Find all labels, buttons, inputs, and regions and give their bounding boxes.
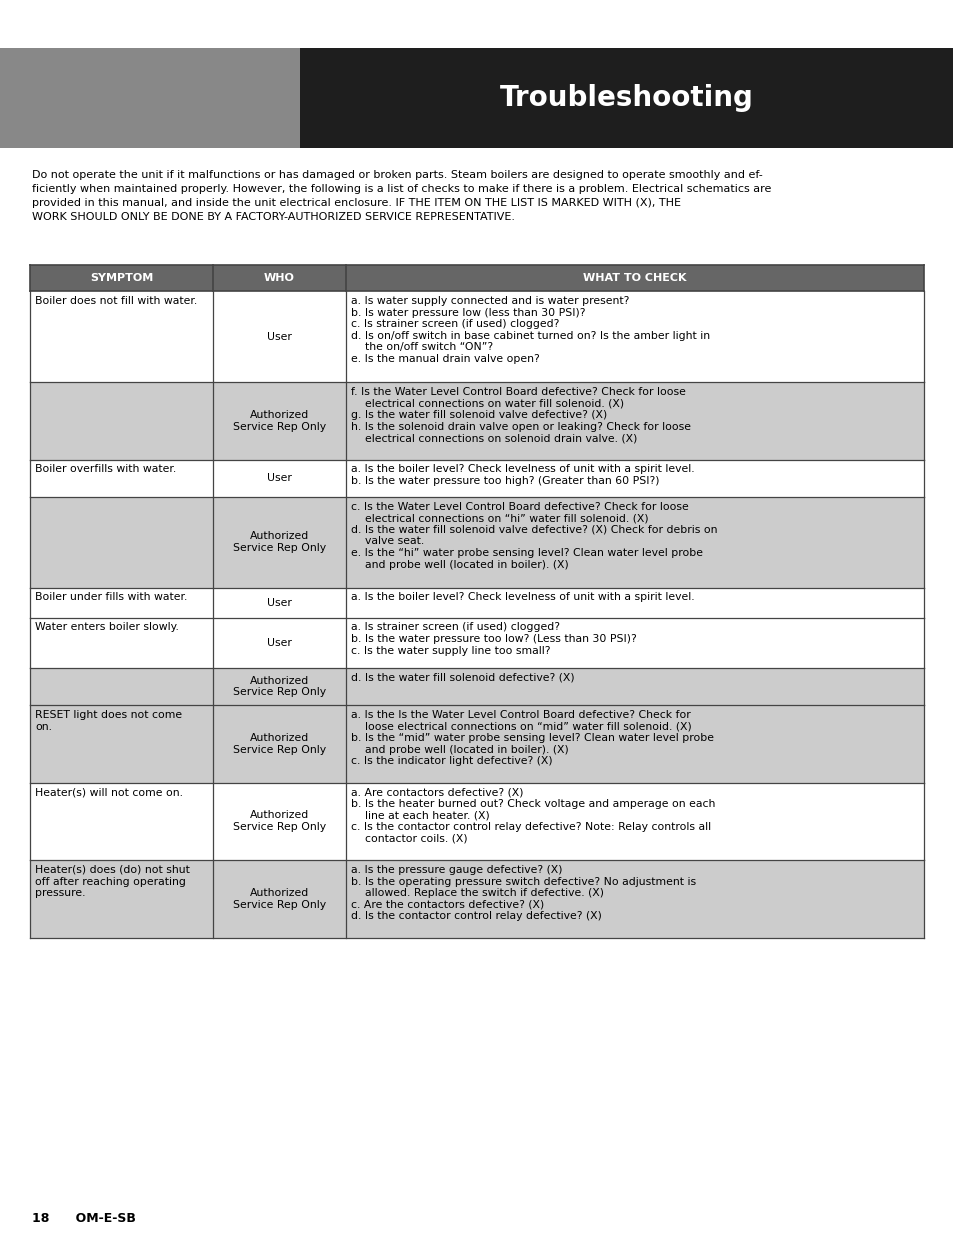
Text: Heater(s) will not come on.: Heater(s) will not come on. [35,788,183,798]
Text: User: User [267,473,292,483]
Bar [213,266,345,291]
Text: Troubleshooting: Troubleshooting [499,84,753,112]
Text: a. Is strainer screen (if used) clogged?
b. Is the water pressure too low? (Less: a. Is strainer screen (if used) clogged?… [350,622,636,656]
Bar [0,48,299,148]
Bar [30,459,923,496]
Text: Authorized
Service Rep Only: Authorized Service Rep Only [233,410,326,431]
Bar [30,382,923,459]
Bar [30,668,923,705]
Text: WHAT TO CHECK: WHAT TO CHECK [582,273,686,283]
Bar [299,48,953,148]
Text: Do not operate the unit if it malfunctions or has damaged or broken parts. Steam: Do not operate the unit if it malfunctio… [32,170,762,180]
Text: f. Is the Water Level Control Board defective? Check for loose
    electrical co: f. Is the Water Level Control Board defe… [350,387,690,443]
Bar [30,618,923,668]
Bar [30,588,923,618]
Bar [30,496,923,588]
Bar [345,266,923,291]
Text: User: User [267,598,292,608]
Text: Authorized
Service Rep Only: Authorized Service Rep Only [233,732,326,755]
Text: WORK SHOULD ONLY BE DONE BY A FACTORY-AUTHORIZED SERVICE REPRESENTATIVE.: WORK SHOULD ONLY BE DONE BY A FACTORY-AU… [32,212,515,222]
Text: SYMPTOM: SYMPTOM [90,273,153,283]
Text: User: User [267,637,292,647]
Bar [30,860,923,937]
Text: d. Is the water fill solenoid defective? (X): d. Is the water fill solenoid defective?… [350,673,574,683]
Text: RESET light does not come
on.: RESET light does not come on. [35,710,182,731]
Text: a. Is the boiler level? Check levelness of unit with a spirit level.: a. Is the boiler level? Check levelness … [350,593,694,603]
Text: Authorized
Service Rep Only: Authorized Service Rep Only [233,810,326,832]
Text: a. Is the boiler level? Check levelness of unit with a spirit level.
b. Is the w: a. Is the boiler level? Check levelness … [350,464,694,487]
Text: Authorized
Service Rep Only: Authorized Service Rep Only [233,531,326,553]
Text: c. Is the Water Level Control Board defective? Check for loose
    electrical co: c. Is the Water Level Control Board defe… [350,501,717,569]
Text: Boiler under fills with water.: Boiler under fills with water. [35,593,187,603]
Text: Boiler does not fill with water.: Boiler does not fill with water. [35,296,197,306]
Text: a. Is water supply connected and is water present?
b. Is water pressure low (les: a. Is water supply connected and is wate… [350,296,709,364]
Bar [30,266,213,291]
Text: Water enters boiler slowly.: Water enters boiler slowly. [35,622,179,632]
Bar [30,783,923,860]
Text: Authorized
Service Rep Only: Authorized Service Rep Only [233,888,326,909]
Text: ficiently when maintained properly. However, the following is a list of checks t: ficiently when maintained properly. Howe… [32,184,771,194]
Text: provided in this manual, and inside the unit electrical enclosure. IF THE ITEM O: provided in this manual, and inside the … [32,198,680,207]
Text: a. Is the pressure gauge defective? (X)
b. Is the operating pressure switch defe: a. Is the pressure gauge defective? (X) … [350,864,695,921]
Bar [30,291,923,382]
Text: Heater(s) does (do) not shut
off after reaching operating
pressure.: Heater(s) does (do) not shut off after r… [35,864,190,898]
Text: a. Is the Is the Water Level Control Board defective? Check for
    loose electr: a. Is the Is the Water Level Control Boa… [350,710,713,767]
Text: Boiler overfills with water.: Boiler overfills with water. [35,464,176,474]
Text: 18      OM-E-SB: 18 OM-E-SB [32,1212,135,1224]
Text: Authorized
Service Rep Only: Authorized Service Rep Only [233,676,326,698]
Text: User: User [267,331,292,342]
Text: a. Are contactors defective? (X)
b. Is the heater burned out? Check voltage and : a. Are contactors defective? (X) b. Is t… [350,788,714,844]
Text: WHO: WHO [264,273,294,283]
Bar [30,705,923,783]
